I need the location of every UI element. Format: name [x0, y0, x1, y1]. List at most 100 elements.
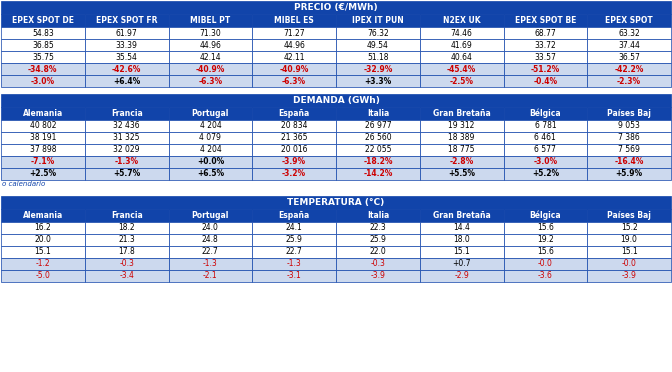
- Text: -40.9%: -40.9%: [196, 64, 225, 74]
- Bar: [336, 209, 420, 222]
- Text: 9 053: 9 053: [618, 122, 640, 131]
- Text: TEMPERATURA (°C): TEMPERATURA (°C): [288, 198, 384, 207]
- Text: 40 802: 40 802: [30, 122, 56, 131]
- Text: 76.32: 76.32: [367, 29, 388, 38]
- Bar: [169, 234, 252, 246]
- Bar: [587, 144, 671, 156]
- Text: 24.0: 24.0: [202, 224, 219, 232]
- Bar: [503, 63, 587, 75]
- Text: Países Baj: Países Baj: [607, 109, 651, 118]
- Bar: [503, 120, 587, 132]
- Bar: [587, 234, 671, 246]
- Bar: [587, 222, 671, 234]
- Bar: [85, 156, 169, 168]
- Bar: [169, 209, 252, 222]
- Text: -2.9: -2.9: [454, 272, 469, 280]
- Text: 21 365: 21 365: [281, 134, 307, 142]
- Text: -40.9%: -40.9%: [280, 64, 309, 74]
- Text: 71.30: 71.30: [200, 29, 221, 38]
- Bar: [169, 63, 252, 75]
- Text: 6 781: 6 781: [534, 122, 556, 131]
- Bar: [587, 168, 671, 180]
- Text: -3.0%: -3.0%: [31, 77, 55, 86]
- Text: -42.2%: -42.2%: [614, 64, 644, 74]
- Bar: [587, 120, 671, 132]
- Text: N2EX UK: N2EX UK: [443, 16, 480, 25]
- Bar: [503, 168, 587, 180]
- Bar: [85, 63, 169, 75]
- Text: 31 325: 31 325: [114, 134, 140, 142]
- Bar: [336, 63, 420, 75]
- Bar: [336, 120, 420, 132]
- Bar: [420, 246, 503, 258]
- Text: 20.0: 20.0: [34, 235, 51, 244]
- Text: -18.2%: -18.2%: [363, 157, 392, 167]
- Bar: [85, 270, 169, 282]
- Text: 15.1: 15.1: [34, 247, 51, 257]
- Bar: [503, 144, 587, 156]
- Text: EPEX SPOT BE: EPEX SPOT BE: [515, 16, 576, 25]
- Text: -3.6: -3.6: [538, 272, 553, 280]
- Text: +5.5%: +5.5%: [448, 170, 475, 179]
- Bar: [420, 14, 503, 27]
- Bar: [503, 39, 587, 51]
- Text: -34.8%: -34.8%: [28, 64, 58, 74]
- Bar: [336, 132, 420, 144]
- Bar: [252, 75, 336, 87]
- Text: EPEX SPOT DE: EPEX SPOT DE: [12, 16, 74, 25]
- Bar: [420, 27, 503, 39]
- Bar: [1, 1, 671, 14]
- Text: -3.4: -3.4: [119, 272, 134, 280]
- Bar: [169, 39, 252, 51]
- Bar: [1, 258, 85, 270]
- Text: o calendario: o calendario: [2, 181, 45, 187]
- Text: -14.2%: -14.2%: [363, 170, 392, 179]
- Bar: [85, 132, 169, 144]
- Bar: [336, 246, 420, 258]
- Text: 26 977: 26 977: [365, 122, 391, 131]
- Bar: [169, 144, 252, 156]
- Bar: [169, 246, 252, 258]
- Bar: [85, 75, 169, 87]
- Text: 18.2: 18.2: [118, 224, 135, 232]
- Text: Francia: Francia: [111, 211, 142, 220]
- Bar: [169, 14, 252, 27]
- Bar: [252, 168, 336, 180]
- Bar: [169, 222, 252, 234]
- Bar: [1, 27, 85, 39]
- Text: -0.3: -0.3: [370, 260, 385, 269]
- Text: MIBEL PT: MIBEL PT: [190, 16, 230, 25]
- Text: 35.54: 35.54: [116, 52, 138, 61]
- Bar: [503, 222, 587, 234]
- Bar: [252, 234, 336, 246]
- Text: 71.27: 71.27: [284, 29, 305, 38]
- Text: 37 898: 37 898: [30, 145, 56, 154]
- Bar: [587, 14, 671, 27]
- Bar: [169, 258, 252, 270]
- Bar: [336, 270, 420, 282]
- Text: -2.3%: -2.3%: [617, 77, 641, 86]
- Text: -5.0: -5.0: [36, 272, 50, 280]
- Text: +6.4%: +6.4%: [113, 77, 140, 86]
- Text: +5.2%: +5.2%: [532, 170, 559, 179]
- Text: 32 436: 32 436: [114, 122, 140, 131]
- Text: -3.2%: -3.2%: [282, 170, 306, 179]
- Text: -51.2%: -51.2%: [531, 64, 560, 74]
- Bar: [1, 156, 85, 168]
- Bar: [336, 258, 420, 270]
- Bar: [169, 168, 252, 180]
- Text: -7.1%: -7.1%: [31, 157, 55, 167]
- Text: 22.0: 22.0: [370, 247, 386, 257]
- Text: -2.8%: -2.8%: [450, 157, 474, 167]
- Text: España: España: [278, 211, 310, 220]
- Text: -3.9%: -3.9%: [282, 157, 306, 167]
- Text: -0.0: -0.0: [538, 260, 553, 269]
- Text: -3.1: -3.1: [287, 272, 302, 280]
- Text: 22.3: 22.3: [370, 224, 386, 232]
- Bar: [336, 39, 420, 51]
- Text: +0.7: +0.7: [452, 260, 471, 269]
- Text: 21.3: 21.3: [118, 235, 135, 244]
- Bar: [169, 75, 252, 87]
- Bar: [503, 209, 587, 222]
- Bar: [1, 246, 85, 258]
